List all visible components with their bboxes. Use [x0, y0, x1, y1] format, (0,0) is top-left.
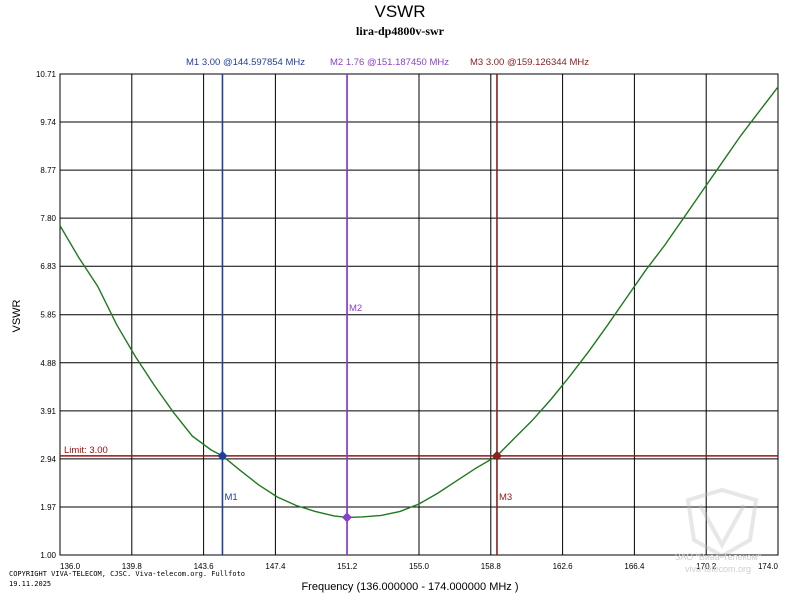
marker-tag-m1: M1 [224, 492, 237, 503]
x-tick-label: 166.4 [624, 562, 645, 571]
y-tick-label: 3.91 [40, 407, 56, 416]
x-tick-labels: 136.0 139.8 143.6 147.4 151.2 155.0 158.8 162.6… [60, 562, 779, 571]
y-axis-label: VSWR [11, 299, 23, 332]
y-tick-label: 1.00 [40, 551, 56, 560]
watermark-company: ЗАО "Вива-Телеком" [675, 552, 761, 562]
chart-subtitle: lira-dp4800v-swr [356, 24, 445, 38]
x-axis-label: Frequency (136.000000 - 174.000000 MHz ) [301, 581, 518, 593]
y-tick-labels: 1.00 1.97 2.94 3.91 4.88 5.85 6.83 7.80 8.77 9.74… [36, 70, 57, 560]
copyright-date: 19.11.2025 [9, 580, 51, 588]
x-tick-label: 158.8 [481, 562, 502, 571]
x-tick-label: 139.8 [122, 562, 143, 571]
marker-tag-m2: M2 [349, 303, 362, 314]
x-tick-label: 155.0 [409, 562, 430, 571]
watermark-logo [685, 487, 759, 559]
chart-title: VSWR [375, 2, 426, 21]
limit-label: Limit: 3.00 [64, 445, 108, 456]
y-tick-label: 9.74 [40, 118, 56, 127]
x-tick-label: 162.6 [553, 562, 574, 571]
x-tick-label: 151.2 [337, 562, 358, 571]
y-tick-label: 4.88 [40, 359, 56, 368]
x-tick-label: 170.2 [696, 562, 717, 571]
vswr-series-line [59, 86, 779, 519]
marker-point-m2[interactable] [341, 512, 352, 523]
marker-point-m3[interactable] [491, 450, 502, 461]
marker-tag-m3: M3 [499, 492, 512, 503]
y-tick-label: 8.77 [40, 166, 56, 175]
y-tick-label: 7.80 [40, 214, 56, 223]
marker-readout-m3: M3 3.00 @159.126344 MHz [470, 57, 589, 68]
y-tick-label: 5.85 [40, 311, 56, 320]
copyright-text: COPYRIGHT VIVA-TELECOM, CJSC. Viva-telec… [9, 570, 245, 578]
y-tick-label: 10.71 [36, 70, 57, 79]
marker-readout-m2: M2 1.76 @151.187450 MHz [330, 57, 449, 68]
watermark-site: viva-telecom.org [685, 564, 751, 574]
x-tick-label: 147.4 [265, 562, 286, 571]
x-tick-label: 136.0 [60, 562, 81, 571]
x-tick-label: 174.0 [758, 562, 779, 571]
y-tick-label: 2.94 [40, 455, 56, 464]
marker-point-m1[interactable] [217, 450, 228, 461]
x-tick-label: 143.6 [194, 562, 215, 571]
marker-readout-m1: M1 3.00 @144.597854 MHz [186, 57, 305, 68]
grid [59, 73, 779, 556]
y-tick-label: 1.97 [40, 503, 56, 512]
y-tick-label: 6.83 [40, 262, 56, 271]
